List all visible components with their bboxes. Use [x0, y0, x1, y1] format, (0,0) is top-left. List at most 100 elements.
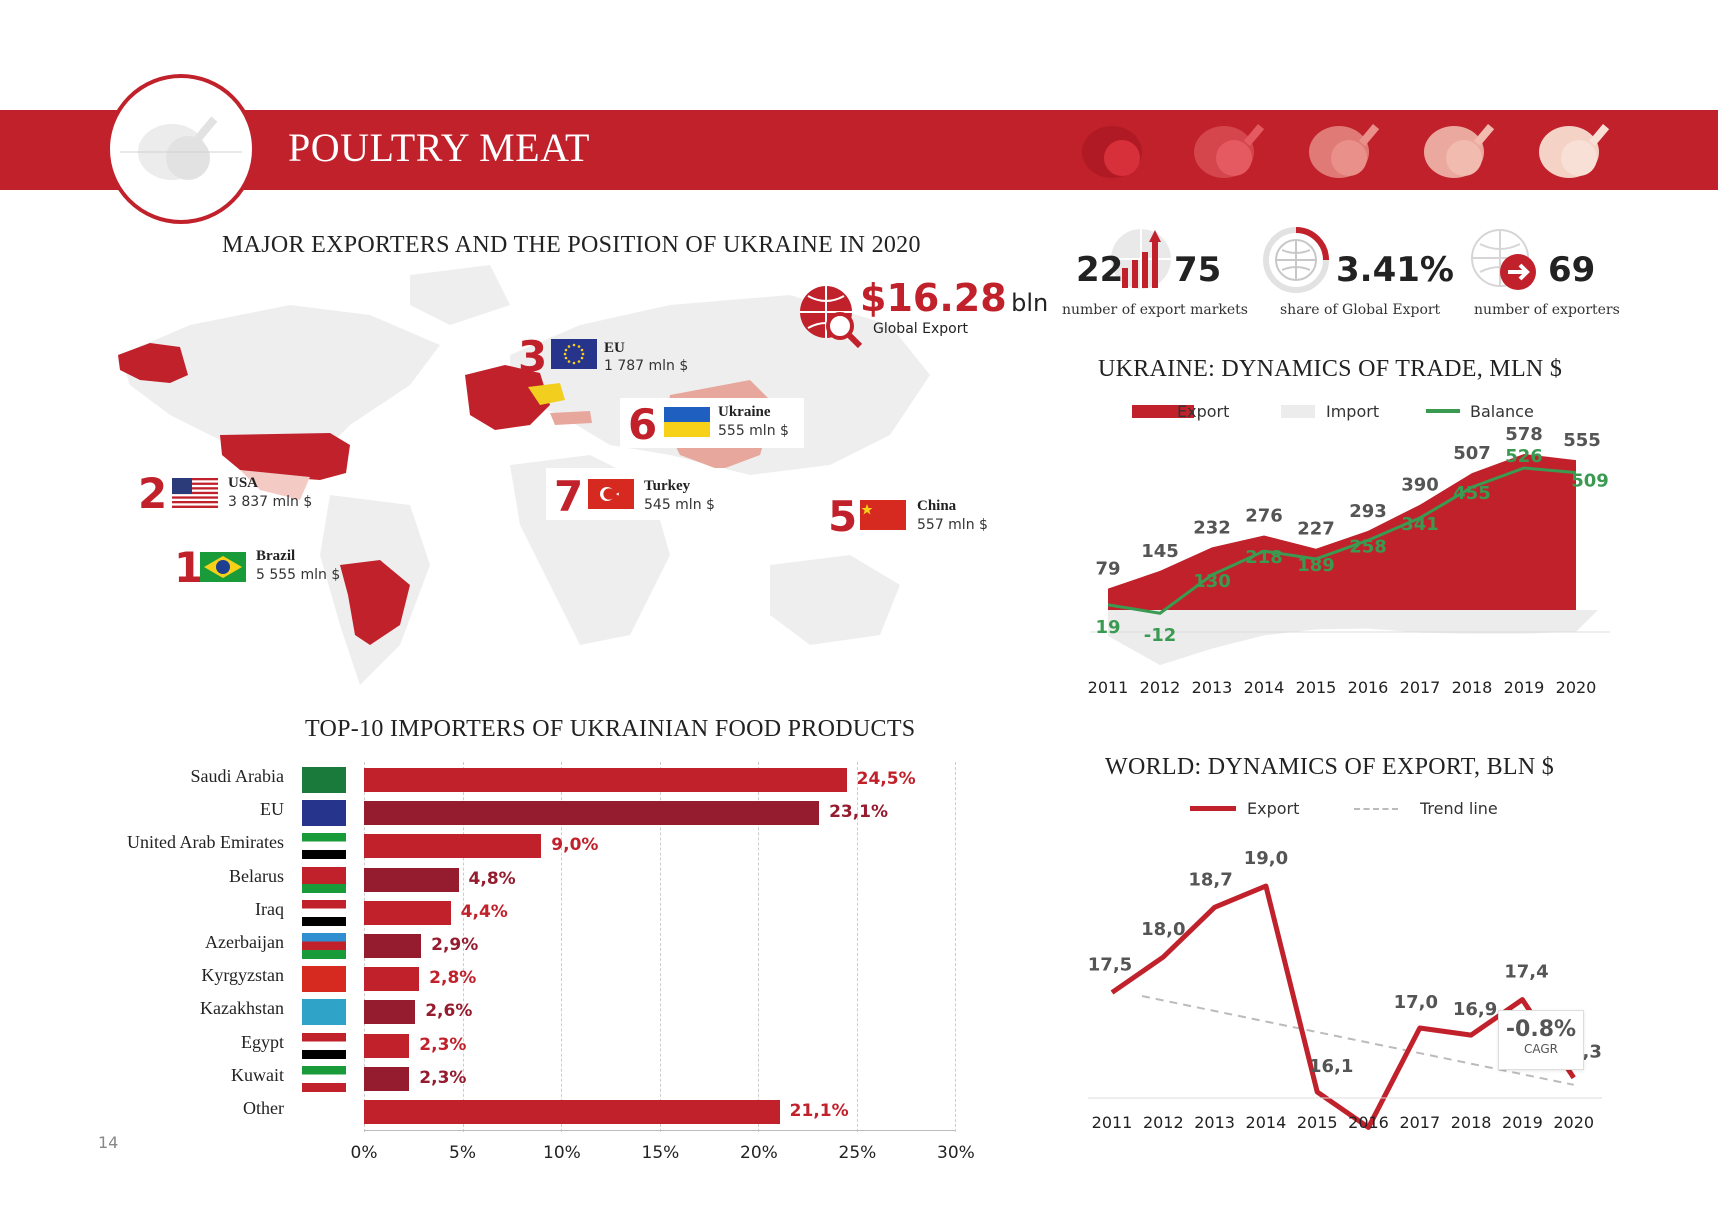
- bar: [364, 1100, 780, 1124]
- export-value-label: 145: [1141, 541, 1179, 562]
- bar-category-label: Kuwait: [231, 1064, 284, 1085]
- country-flag-icon: [302, 966, 346, 993]
- stat-export-markets-value: 22: [1076, 250, 1124, 290]
- chicken-leg-icon: [1539, 124, 1610, 178]
- turkey-label-box: [546, 468, 726, 520]
- bar: [364, 1066, 410, 1091]
- world-year-label: 2018: [1451, 1113, 1492, 1130]
- country-flag-icon: [302, 899, 346, 926]
- eu-flag-icon: [551, 339, 597, 369]
- trade-year-label: 2014: [1244, 678, 1285, 697]
- export-value-label: 227: [1297, 519, 1335, 540]
- bar: [364, 934, 422, 958]
- export-line: [1110, 883, 1576, 1130]
- balance-value-label: 341: [1401, 514, 1439, 535]
- cagr-caption: CAGR: [1523, 1042, 1558, 1056]
- world-year-label: 2015: [1297, 1113, 1338, 1130]
- legend-trend-label: Trend line: [1420, 799, 1498, 818]
- bar: [364, 801, 820, 826]
- bar-value-label: 2,9%: [431, 935, 479, 955]
- exporter-name-ukraine: Ukraine: [718, 404, 771, 420]
- world-year-label: 2016: [1348, 1113, 1389, 1130]
- world-chart: 17,518,018,719,016,115,617,016,917,416,3…: [1088, 848, 1602, 1130]
- logo-badge: [106, 74, 256, 224]
- world-year-label: 2013: [1194, 1113, 1235, 1130]
- bar-category-label: EU: [260, 799, 284, 820]
- bar-category-label: Iraq: [255, 898, 284, 919]
- balance-value-label: 218: [1245, 547, 1283, 568]
- x-tick-label: 0%: [350, 1143, 378, 1163]
- stat-exporters-value: 69: [1548, 250, 1596, 290]
- trade-chart-title: UKRAINE: DYNAMICS OF TRADE, MLN $: [1098, 356, 1563, 382]
- bar: [364, 1000, 416, 1025]
- export-value-label: 16,9: [1453, 999, 1497, 1020]
- world-chart-title: WORLD: DYNAMICS OF EXPORT, BLN $: [1105, 754, 1555, 780]
- bar: [364, 967, 420, 992]
- rank-china: 5: [828, 492, 858, 541]
- stat-exporters-caption: number of exporters: [1474, 302, 1620, 318]
- country-flag-icon: [302, 1065, 346, 1092]
- exporter-name-turkey: Turkey: [644, 478, 691, 494]
- turkey-shape: [550, 411, 592, 425]
- eu-shape: [465, 365, 550, 430]
- export-value-label: 232: [1193, 517, 1231, 538]
- export-value-label: 390: [1401, 475, 1439, 496]
- rank-turkey: 7: [554, 472, 584, 521]
- page-number: 14: [98, 1133, 119, 1152]
- world-year-label: 2017: [1399, 1113, 1440, 1130]
- globe-arrows-icon: [1111, 229, 1171, 289]
- world-year-label: 2012: [1143, 1113, 1184, 1130]
- x-tick-label: 20%: [740, 1143, 778, 1163]
- country-flag-icon: [302, 933, 346, 959]
- trade-chart: 79 145 232 276 227 293 390 507 578 555 19 -12 130 218…: [1088, 424, 1610, 697]
- grid-line: [955, 762, 956, 1132]
- export-value-label: 507: [1453, 443, 1491, 464]
- balance-value-label: -12: [1144, 625, 1177, 646]
- grid-line: [758, 762, 759, 1132]
- world-map: [118, 265, 930, 685]
- legend-import-label: Import: [1326, 402, 1380, 421]
- exporter-name-china: China: [917, 498, 957, 514]
- balance-value-label: 189: [1297, 555, 1335, 576]
- rank-ukraine: 6: [628, 400, 658, 449]
- title-banner: POULTRY MEAT: [0, 110, 1718, 190]
- trade-year-label: 2015: [1296, 678, 1337, 697]
- china-flag-icon: [860, 500, 906, 530]
- stat-export-markets-caption: number of export markets: [1062, 302, 1248, 318]
- global-export-caption: Global Export: [873, 321, 968, 337]
- country-flag-icon: [302, 999, 346, 1026]
- cagr-box: -0.8% CAGR: [1498, 1010, 1584, 1070]
- exporter-value-eu: 1 787 mln $: [604, 358, 689, 374]
- legend-balance-swatch: [1426, 409, 1460, 413]
- ukraine-flag-icon: [664, 407, 710, 437]
- page-title: POULTRY MEAT: [288, 125, 590, 170]
- globe-search-icon: [800, 286, 863, 349]
- x-tick-label: 30%: [937, 1143, 975, 1163]
- balance-value-label: 19: [1095, 617, 1120, 638]
- export-value-label: 79: [1095, 559, 1120, 580]
- bar-value-label: 2,3%: [419, 1067, 467, 1088]
- grid-line: [659, 762, 661, 1132]
- exporter-value-ukraine: 555 mln $: [718, 423, 789, 439]
- trade-year-label: 2018: [1452, 678, 1493, 697]
- country-flag-icon: [302, 833, 346, 860]
- balance-value-label: 258: [1349, 536, 1387, 557]
- legend-import-swatch: [1281, 405, 1315, 418]
- x-tick-label: 15%: [641, 1143, 680, 1163]
- exporter-value-china: 557 mln $: [917, 517, 988, 533]
- export-value-label: 18,7: [1188, 869, 1232, 890]
- balance-value-label: 455: [1453, 483, 1491, 504]
- legend-trend-line: [1354, 808, 1398, 810]
- balance-value-label: 509: [1571, 471, 1609, 492]
- chicken-leg-icon: [120, 116, 242, 180]
- trade-year-label: 2020: [1556, 678, 1597, 697]
- bar-category-label: Kazakhstan: [200, 998, 284, 1019]
- cagr-value: -0.8%: [1505, 1017, 1577, 1042]
- legend-export-label: Export: [1177, 402, 1230, 421]
- turkey-flag-icon: [588, 479, 634, 509]
- legend-export-swatch: [1132, 405, 1194, 418]
- stat-global-share-value: 3.41%: [1336, 250, 1454, 290]
- country-flag-icon: [302, 767, 346, 793]
- import-area: [1108, 610, 1598, 666]
- exporter-value-brazil: 5 555 mln $: [256, 567, 341, 583]
